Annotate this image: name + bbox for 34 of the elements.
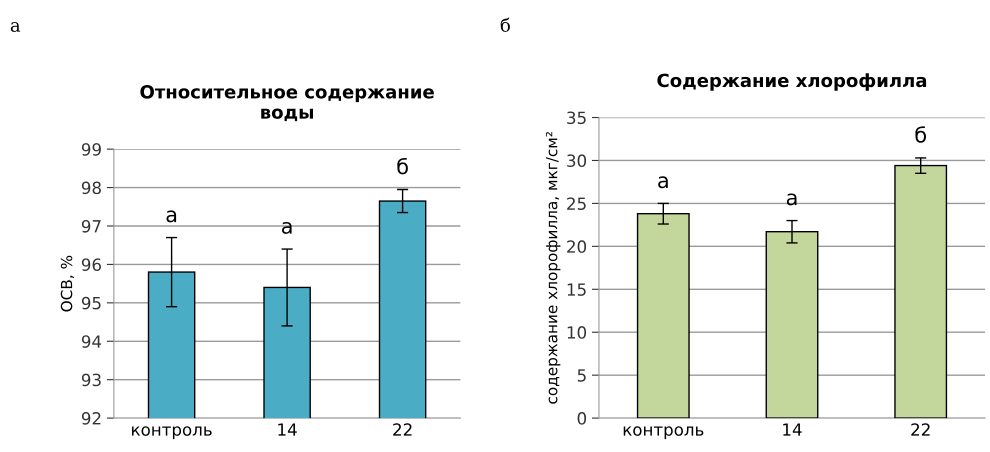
- y-tick-label: 0: [578, 412, 586, 425]
- y-axis-title: содержание хлорофилла, мкг/см²: [546, 132, 560, 404]
- y-tick-label: 5: [578, 369, 586, 382]
- y-tick-label: 93: [82, 374, 101, 386]
- annotation: б: [915, 126, 926, 143]
- y-tick-label: 20: [567, 240, 586, 253]
- annotation: а: [282, 222, 292, 234]
- annotation: а: [166, 210, 176, 222]
- x-tick-label: 22: [911, 423, 930, 436]
- y-tick-label: 35: [567, 111, 586, 124]
- y-tick-label: 15: [568, 283, 586, 296]
- text: а: [10, 22, 20, 32]
- y-tick-label: 10: [568, 326, 586, 339]
- chart-title: Относительное содержание воды: [140, 84, 434, 122]
- x-tick-label: контроль: [132, 426, 212, 440]
- annotation: а: [658, 176, 668, 188]
- annotation: а: [786, 193, 796, 206]
- y-tick-label: 98: [82, 182, 101, 194]
- chart-title: Содержание хлорофилла: [657, 73, 926, 91]
- text: б: [500, 18, 510, 32]
- y-tick-label: 95: [82, 296, 101, 310]
- x-tick-label: контроль: [624, 426, 704, 440]
- y-tick-label: 97: [82, 220, 101, 233]
- y-tick-label: 30: [567, 154, 586, 168]
- annotation: б: [397, 158, 408, 174]
- x-tick-label: 22: [393, 423, 412, 436]
- y-tick-label: 96: [82, 258, 101, 271]
- x-tick-label: 14: [278, 423, 297, 436]
- y-tick-label: 92: [82, 412, 100, 425]
- y-tick-label: 94: [82, 335, 102, 348]
- y-tick-label: 99: [82, 143, 101, 156]
- y-tick-label: 25: [567, 197, 586, 210]
- x-tick-label: 14: [783, 423, 802, 436]
- y-axis-title: ОСВ, %: [60, 256, 74, 312]
